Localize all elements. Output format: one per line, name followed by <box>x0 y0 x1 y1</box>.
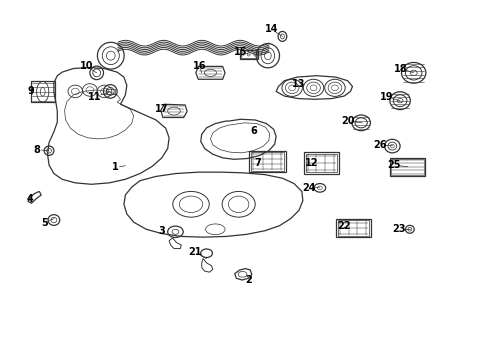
Bar <box>249 151 285 172</box>
Text: 22: 22 <box>337 221 350 231</box>
Text: 21: 21 <box>188 247 201 257</box>
Text: 5: 5 <box>41 218 47 228</box>
Bar <box>335 219 370 237</box>
Bar <box>390 158 424 175</box>
Text: 16: 16 <box>193 62 206 71</box>
Text: 24: 24 <box>301 183 315 193</box>
Text: 12: 12 <box>304 158 318 168</box>
Text: 8: 8 <box>33 145 40 155</box>
Bar <box>251 152 284 171</box>
Text: 9: 9 <box>27 86 34 96</box>
Text: 14: 14 <box>264 24 277 34</box>
Text: 18: 18 <box>393 64 407 73</box>
Bar <box>337 220 368 236</box>
Text: 3: 3 <box>158 226 165 236</box>
Text: 23: 23 <box>391 224 405 234</box>
Text: 4: 4 <box>26 194 33 203</box>
Text: 25: 25 <box>386 160 400 170</box>
Text: 2: 2 <box>244 275 251 285</box>
Bar <box>30 81 55 102</box>
Text: 19: 19 <box>379 92 392 102</box>
Text: 17: 17 <box>155 104 168 114</box>
Bar <box>239 50 258 59</box>
Text: 20: 20 <box>340 116 354 126</box>
Text: 7: 7 <box>254 158 261 168</box>
Text: 11: 11 <box>88 92 102 102</box>
Text: 13: 13 <box>292 79 305 89</box>
Bar <box>106 89 115 94</box>
Bar <box>303 152 338 174</box>
Text: 10: 10 <box>80 62 93 71</box>
Text: 1: 1 <box>112 162 119 172</box>
Bar <box>240 50 257 58</box>
Bar <box>305 154 336 172</box>
Text: 6: 6 <box>249 126 256 136</box>
Text: 15: 15 <box>233 47 247 57</box>
Text: 26: 26 <box>372 140 386 150</box>
